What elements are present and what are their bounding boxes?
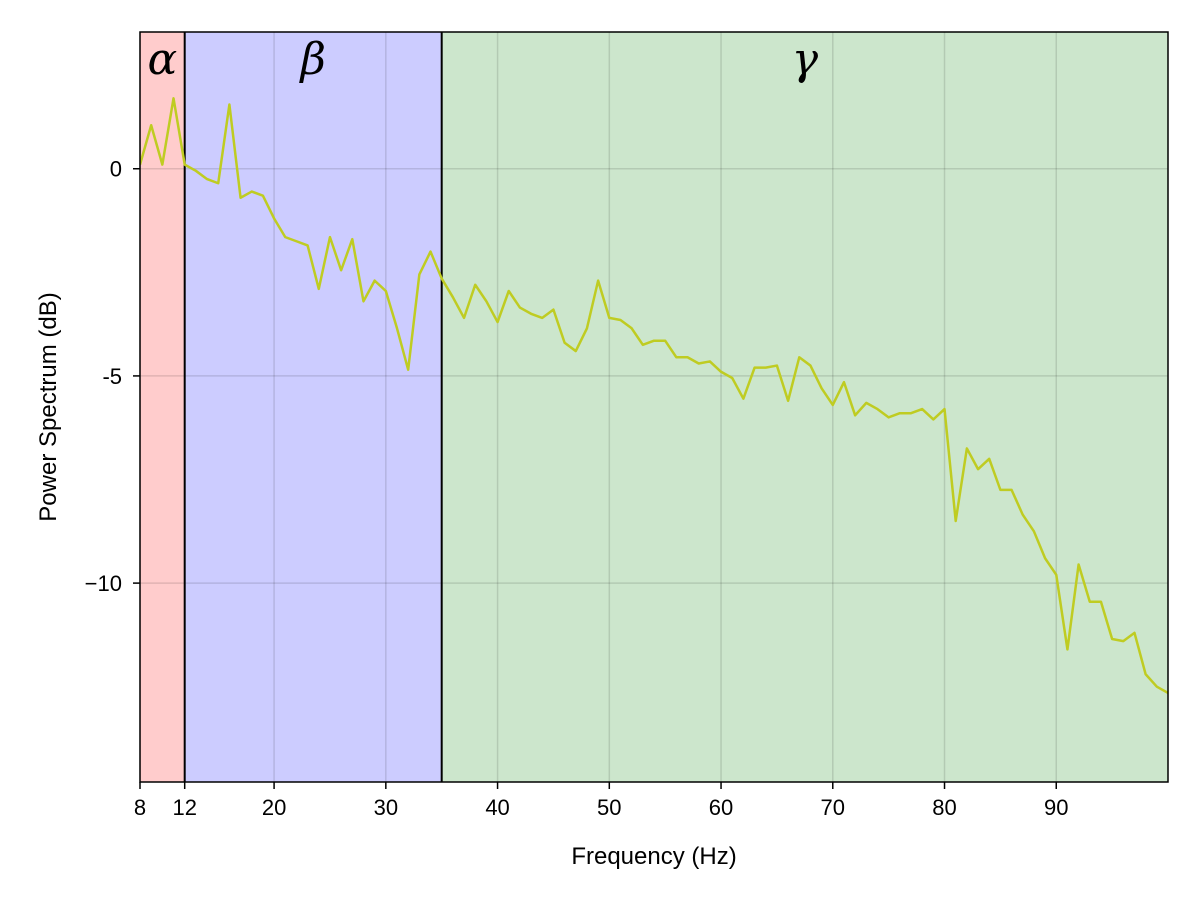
power-spectrum-line [140,97,1168,696]
x-tick-label: 40 [485,795,509,820]
band-1-region [140,32,185,782]
y-axis-title: Power Spectrum (dB) [35,292,62,521]
x-tick-label: 60 [709,795,733,820]
band-labels: α β γ [147,34,818,85]
x-tick-label: 90 [1044,795,1068,820]
x-tick-label: 8 [134,795,146,820]
band-3-label: γ [792,34,819,85]
x-axis-title: Frequency (Hz) [571,843,736,870]
band-borders [183,32,443,782]
band-2-region [184,32,442,782]
x-tick-label: 80 [932,795,956,820]
band-3-region [441,32,1168,782]
y-tick-label: -5 [102,364,122,389]
grid-lines [139,32,1168,782]
series-layer [140,97,1168,696]
x-tick-label: 20 [262,795,286,820]
x-tick-label: 50 [597,795,621,820]
x-tick-label: 30 [374,795,398,820]
y-tick-label: 0 [110,157,122,182]
x-axis-ticks: 8 12 20 30 40 50 60 70 80 90 [134,782,1069,820]
y-tick-label: −10 [85,571,122,596]
band-1-label: α [147,34,177,85]
band-2-label: β [298,34,325,85]
y-axis-ticks: 0 -5 −10 [85,157,140,596]
plot-frame [139,31,1169,783]
frequency-bands [140,32,1168,782]
x-tick-label: 70 [821,795,845,820]
x-tick-label: 12 [172,795,196,820]
